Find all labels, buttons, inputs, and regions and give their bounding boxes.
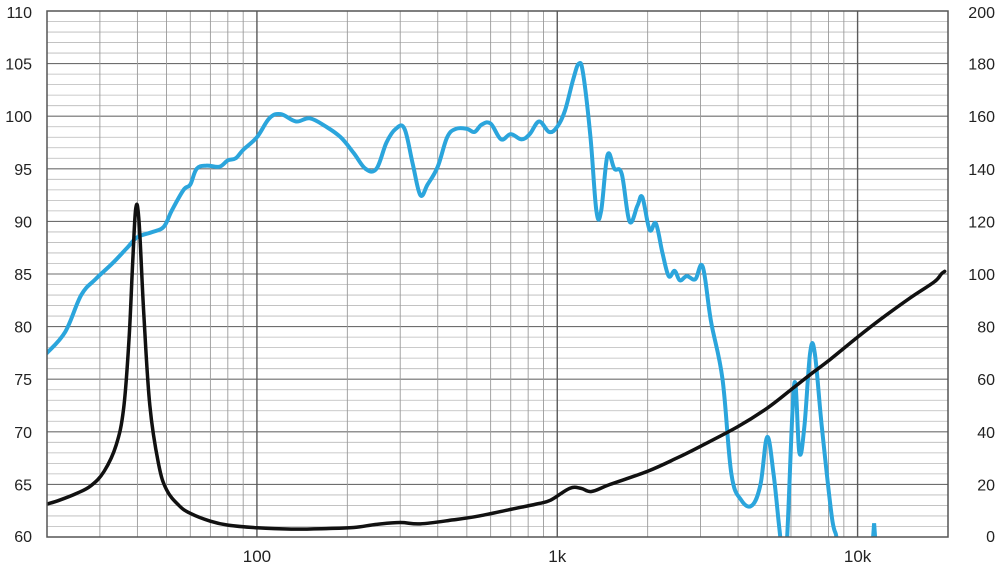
left-tick-label: 100	[5, 109, 32, 126]
right-tick-label: 60	[977, 372, 995, 389]
right-tick-label: 20	[977, 477, 995, 494]
left-tick-label: 70	[14, 425, 32, 442]
right-tick-label: 180	[968, 57, 995, 74]
impedance-curve	[47, 202, 947, 531]
x-tick-label: 1k	[548, 547, 566, 566]
right-tick-label: 80	[977, 320, 995, 337]
left-tick-label: 80	[14, 320, 32, 337]
left-tick-label: 85	[14, 267, 32, 284]
right-tick-label: 160	[968, 109, 995, 126]
series-lines	[47, 60, 947, 537]
plot-frame	[46, 10, 949, 538]
x-tick-label: 100	[243, 547, 271, 566]
x-tick-label: 10k	[844, 547, 872, 566]
left-tick-label: 95	[14, 162, 32, 179]
spl-response-fragment	[871, 523, 878, 537]
left-tick-label: 90	[14, 214, 32, 231]
right-tick-label: 40	[977, 425, 995, 442]
left-tick-label: 105	[5, 57, 32, 74]
right-tick-label: 0	[986, 529, 995, 546]
x-axis-tick-labels: 100 1k 10k	[243, 547, 872, 566]
left-axis-tick-labels: 60 65 70 75 80 85 90 95 100 105 110	[5, 5, 32, 546]
right-tick-label: 120	[968, 214, 995, 231]
left-tick-label: 75	[14, 372, 32, 389]
left-tick-label: 60	[14, 529, 32, 546]
spl-response-curve	[47, 60, 839, 537]
left-tick-label: 110	[6, 5, 32, 22]
left-tick-label: 65	[14, 477, 32, 494]
right-tick-label: 140	[968, 162, 995, 179]
right-tick-label: 200	[968, 5, 995, 22]
right-tick-label: 100	[968, 267, 995, 284]
right-axis-tick-labels: 0 20 40 60 80 100 120 140 160 180 200	[968, 5, 995, 546]
